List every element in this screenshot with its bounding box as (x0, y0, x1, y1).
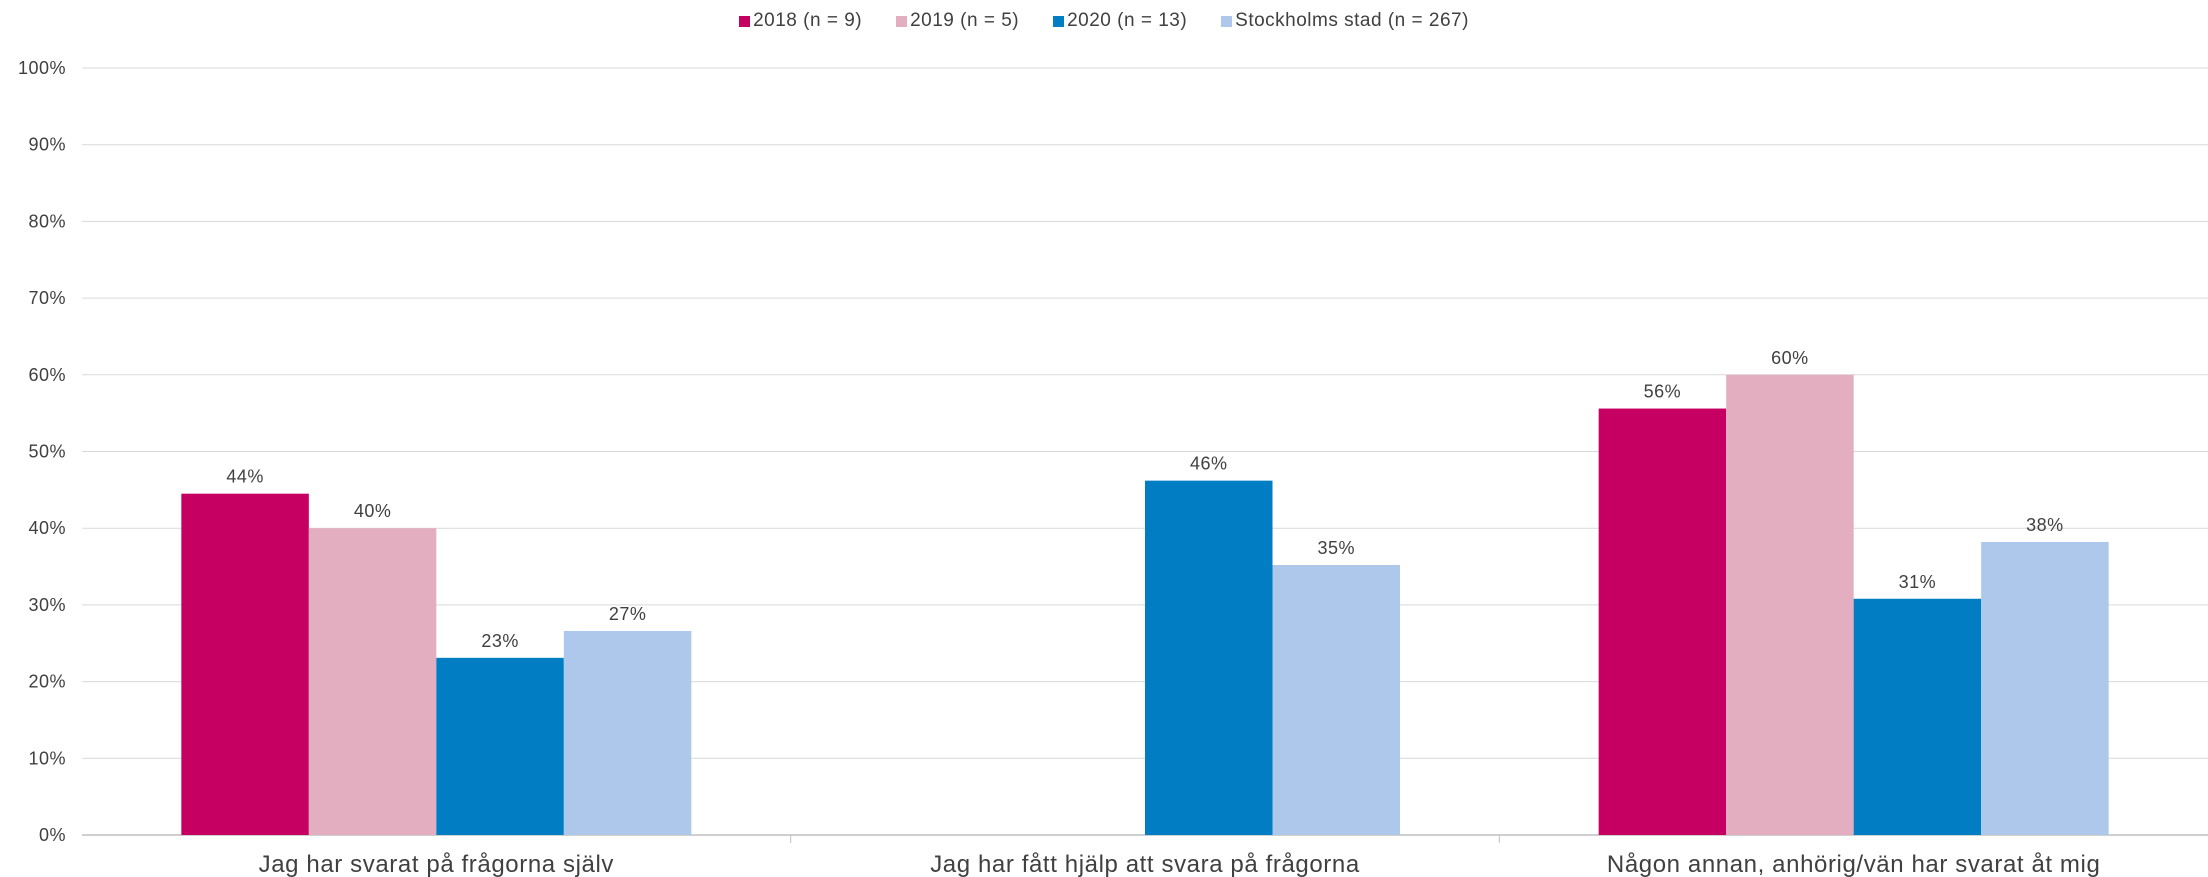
data-label: 38% (2026, 515, 2064, 535)
legend-label-stockholm: Stockholms stad (n = 267) (1235, 10, 1469, 31)
data-label: 35% (1317, 538, 1355, 558)
bar (1272, 565, 1400, 835)
legend-swatch-2019 (896, 15, 908, 27)
y-tick-label: 90% (28, 135, 66, 155)
y-tick-label: 70% (28, 288, 66, 308)
legend-swatch-2018 (739, 15, 751, 27)
bar (1853, 598, 1982, 835)
category-label: Jag har fått hjälp att svara på frågorna (930, 851, 1360, 877)
bar (563, 630, 692, 835)
legend-label-2019: 2019 (n = 5) (910, 10, 1020, 31)
legend-label-2018: 2018 (n = 9) (753, 10, 863, 31)
bar (1981, 542, 2109, 835)
bar (308, 528, 437, 835)
y-tick-label: 80% (28, 211, 66, 231)
data-label: 60% (1771, 348, 1809, 368)
legend-swatch-2020 (1053, 15, 1065, 27)
legend-item-2018: 2018 (n = 9) (739, 10, 862, 32)
data-label: 46% (1190, 454, 1228, 474)
data-label: 27% (609, 604, 647, 624)
y-tick-label: 30% (28, 595, 66, 615)
bar (1598, 408, 1727, 835)
data-label: 40% (354, 501, 392, 521)
bar (436, 657, 564, 835)
legend-item-stockholm: Stockholms stad (n = 267) (1221, 10, 1469, 32)
y-tick-label: 100% (18, 58, 66, 78)
data-label: 31% (1899, 572, 1937, 592)
y-tick-label: 50% (28, 442, 66, 462)
legend-label-2020: 2020 (n = 13) (1067, 10, 1188, 31)
bar (1726, 374, 1854, 835)
category-label: Jag har svarat på frågorna själv (259, 851, 614, 877)
y-tick-label: 40% (28, 518, 66, 538)
y-tick-label: 10% (28, 748, 66, 768)
data-label: 23% (481, 631, 519, 651)
category-label: Någon annan, anhörig/vän har svarat åt m… (1607, 851, 2101, 877)
y-tick-label: 20% (28, 672, 66, 692)
data-label: 56% (1644, 382, 1682, 402)
legend-item-2019: 2019 (n = 5) (896, 10, 1019, 32)
legend-item-2020: 2020 (n = 13) (1053, 10, 1187, 32)
y-tick-label: 60% (28, 365, 66, 385)
bar (181, 493, 309, 835)
bar (1145, 480, 1273, 835)
legend-swatch-stockholm (1221, 15, 1233, 27)
y-tick-label: 0% (39, 825, 66, 845)
data-label: 44% (226, 467, 264, 487)
legend: 2018 (n = 9) 2019 (n = 5) 2020 (n = 13) … (0, 10, 2208, 32)
